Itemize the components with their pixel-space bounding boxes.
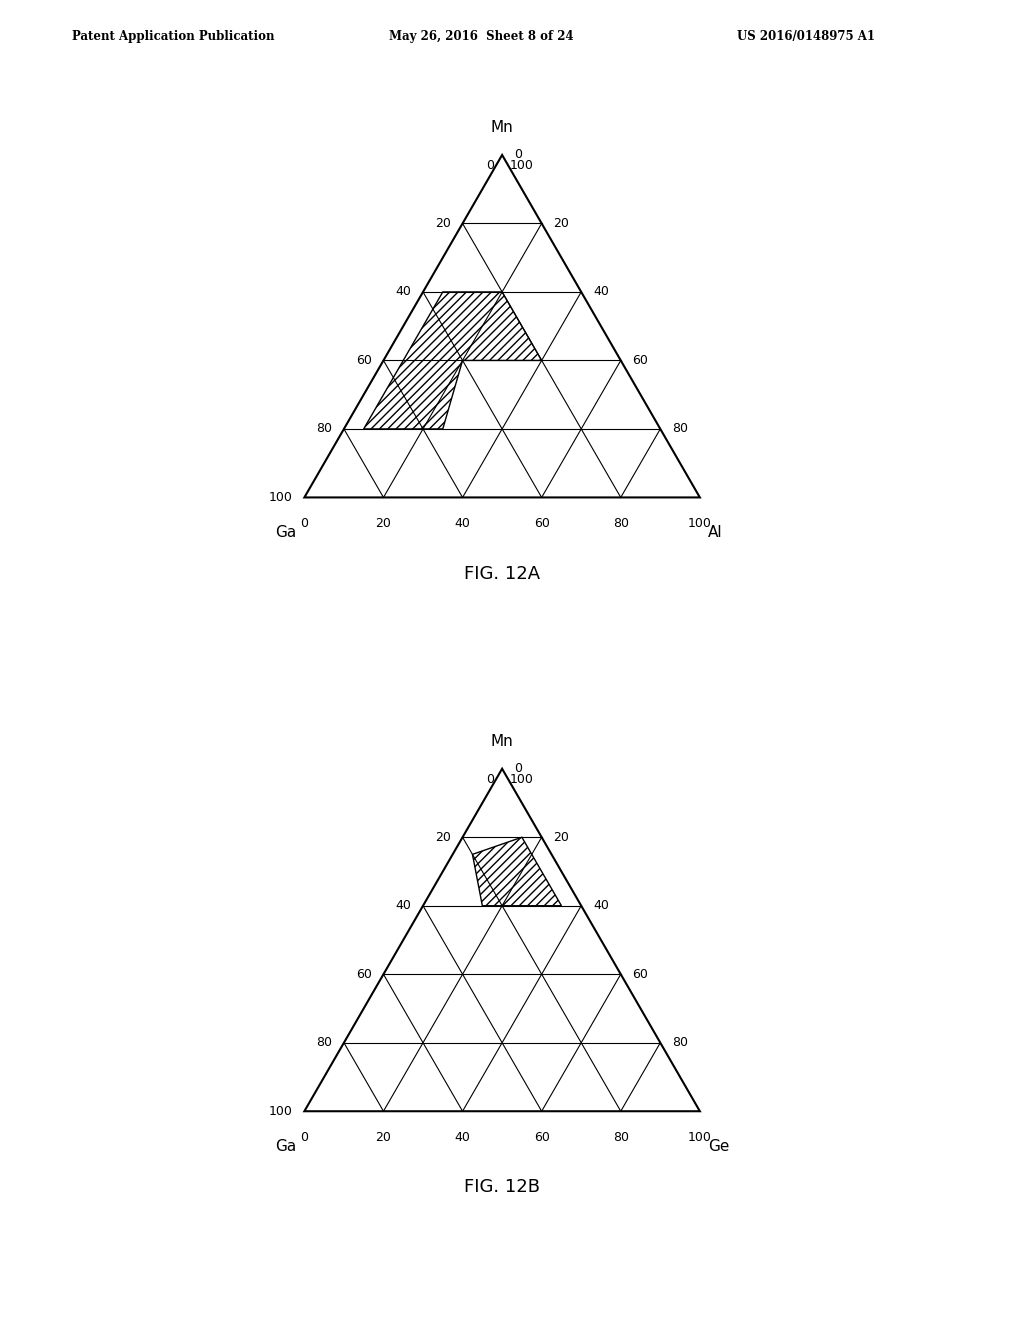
Text: 100: 100	[510, 772, 534, 785]
Text: May 26, 2016  Sheet 8 of 24: May 26, 2016 Sheet 8 of 24	[389, 30, 573, 44]
Text: 0: 0	[486, 772, 495, 785]
Text: Mn: Mn	[490, 734, 513, 748]
Text: 40: 40	[455, 1131, 470, 1144]
Text: 40: 40	[593, 899, 609, 912]
Text: 100: 100	[268, 491, 293, 504]
Text: 0: 0	[300, 1131, 308, 1144]
Text: 60: 60	[355, 354, 372, 367]
Text: Ge: Ge	[708, 1139, 729, 1154]
Text: 100: 100	[688, 517, 712, 531]
Text: 100: 100	[688, 1131, 712, 1144]
Text: Mn: Mn	[490, 120, 513, 135]
Text: Ga: Ga	[275, 525, 297, 540]
Text: 20: 20	[554, 830, 569, 843]
Text: Al: Al	[708, 525, 722, 540]
Polygon shape	[364, 292, 542, 429]
Text: 60: 60	[633, 968, 648, 981]
Text: 100: 100	[510, 158, 534, 172]
Text: 0: 0	[514, 762, 522, 775]
Text: 80: 80	[612, 1131, 629, 1144]
Text: 80: 80	[672, 1036, 688, 1049]
Text: 0: 0	[486, 158, 495, 172]
Text: 80: 80	[672, 422, 688, 436]
Text: 40: 40	[593, 285, 609, 298]
Text: 60: 60	[355, 968, 372, 981]
Text: 100: 100	[268, 1105, 293, 1118]
Text: 40: 40	[395, 899, 412, 912]
Text: 20: 20	[376, 1131, 391, 1144]
Text: 20: 20	[376, 517, 391, 531]
Text: Patent Application Publication: Patent Application Publication	[72, 30, 274, 44]
Text: 60: 60	[633, 354, 648, 367]
Text: 40: 40	[395, 285, 412, 298]
Text: 80: 80	[612, 517, 629, 531]
Text: 80: 80	[316, 1036, 332, 1049]
Text: 80: 80	[316, 422, 332, 436]
Text: 20: 20	[435, 216, 451, 230]
Text: 20: 20	[435, 830, 451, 843]
Text: 0: 0	[300, 517, 308, 531]
Text: 0: 0	[514, 148, 522, 161]
Polygon shape	[472, 837, 561, 906]
Text: 20: 20	[554, 216, 569, 230]
Text: Ga: Ga	[275, 1139, 297, 1154]
Text: 40: 40	[455, 517, 470, 531]
Text: 60: 60	[534, 517, 550, 531]
Text: 60: 60	[534, 1131, 550, 1144]
Text: FIG. 12A: FIG. 12A	[464, 565, 541, 582]
Text: FIG. 12B: FIG. 12B	[464, 1179, 540, 1196]
Text: US 2016/0148975 A1: US 2016/0148975 A1	[737, 30, 876, 44]
